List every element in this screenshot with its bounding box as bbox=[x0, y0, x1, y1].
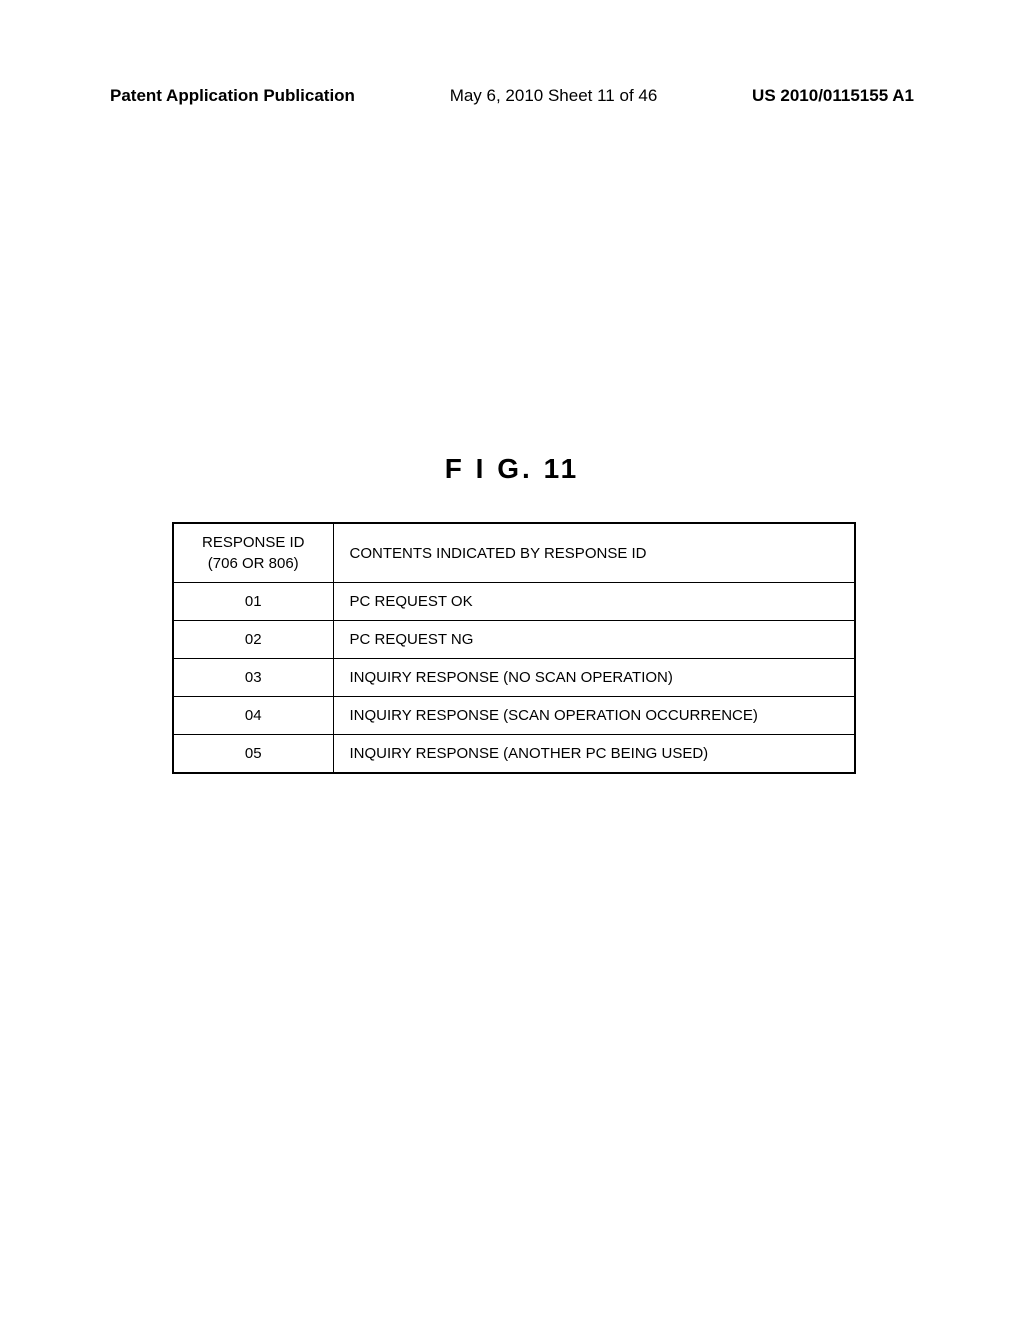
cell-response-id: 03 bbox=[173, 659, 333, 697]
cell-contents: INQUIRY RESPONSE (SCAN OPERATION OCCURRE… bbox=[333, 697, 855, 735]
cell-contents: INQUIRY RESPONSE (NO SCAN OPERATION) bbox=[333, 659, 855, 697]
cell-contents: INQUIRY RESPONSE (ANOTHER PC BEING USED) bbox=[333, 735, 855, 773]
table-row: 01 PC REQUEST OK bbox=[173, 583, 855, 621]
cell-response-id: 02 bbox=[173, 621, 333, 659]
cell-response-id: 04 bbox=[173, 697, 333, 735]
page-header: Patent Application Publication May 6, 20… bbox=[0, 86, 1024, 106]
table-row: 03 INQUIRY RESPONSE (NO SCAN OPERATION) bbox=[173, 659, 855, 697]
header-date-sheet: May 6, 2010 Sheet 11 of 46 bbox=[450, 86, 658, 106]
column-header-contents: CONTENTS INDICATED BY RESPONSE ID bbox=[333, 523, 855, 583]
column-header-response-id: RESPONSE ID (706 OR 806) bbox=[173, 523, 333, 583]
cell-contents: PC REQUEST OK bbox=[333, 583, 855, 621]
figure-label: F I G. 11 bbox=[0, 453, 1024, 485]
response-id-table: RESPONSE ID (706 OR 806) CONTENTS INDICA… bbox=[172, 522, 856, 774]
cell-contents: PC REQUEST NG bbox=[333, 621, 855, 659]
table-row: 05 INQUIRY RESPONSE (ANOTHER PC BEING US… bbox=[173, 735, 855, 773]
column-header-line1: RESPONSE ID (706 OR 806) bbox=[202, 534, 305, 572]
cell-response-id: 01 bbox=[173, 583, 333, 621]
header-publication-number: US 2010/0115155 A1 bbox=[752, 86, 914, 106]
header-publication-type: Patent Application Publication bbox=[110, 86, 355, 106]
table-row: 02 PC REQUEST NG bbox=[173, 621, 855, 659]
table-row: 04 INQUIRY RESPONSE (SCAN OPERATION OCCU… bbox=[173, 697, 855, 735]
response-id-table-container: RESPONSE ID (706 OR 806) CONTENTS INDICA… bbox=[172, 522, 856, 774]
cell-response-id: 05 bbox=[173, 735, 333, 773]
table-header-row: RESPONSE ID (706 OR 806) CONTENTS INDICA… bbox=[173, 523, 855, 583]
